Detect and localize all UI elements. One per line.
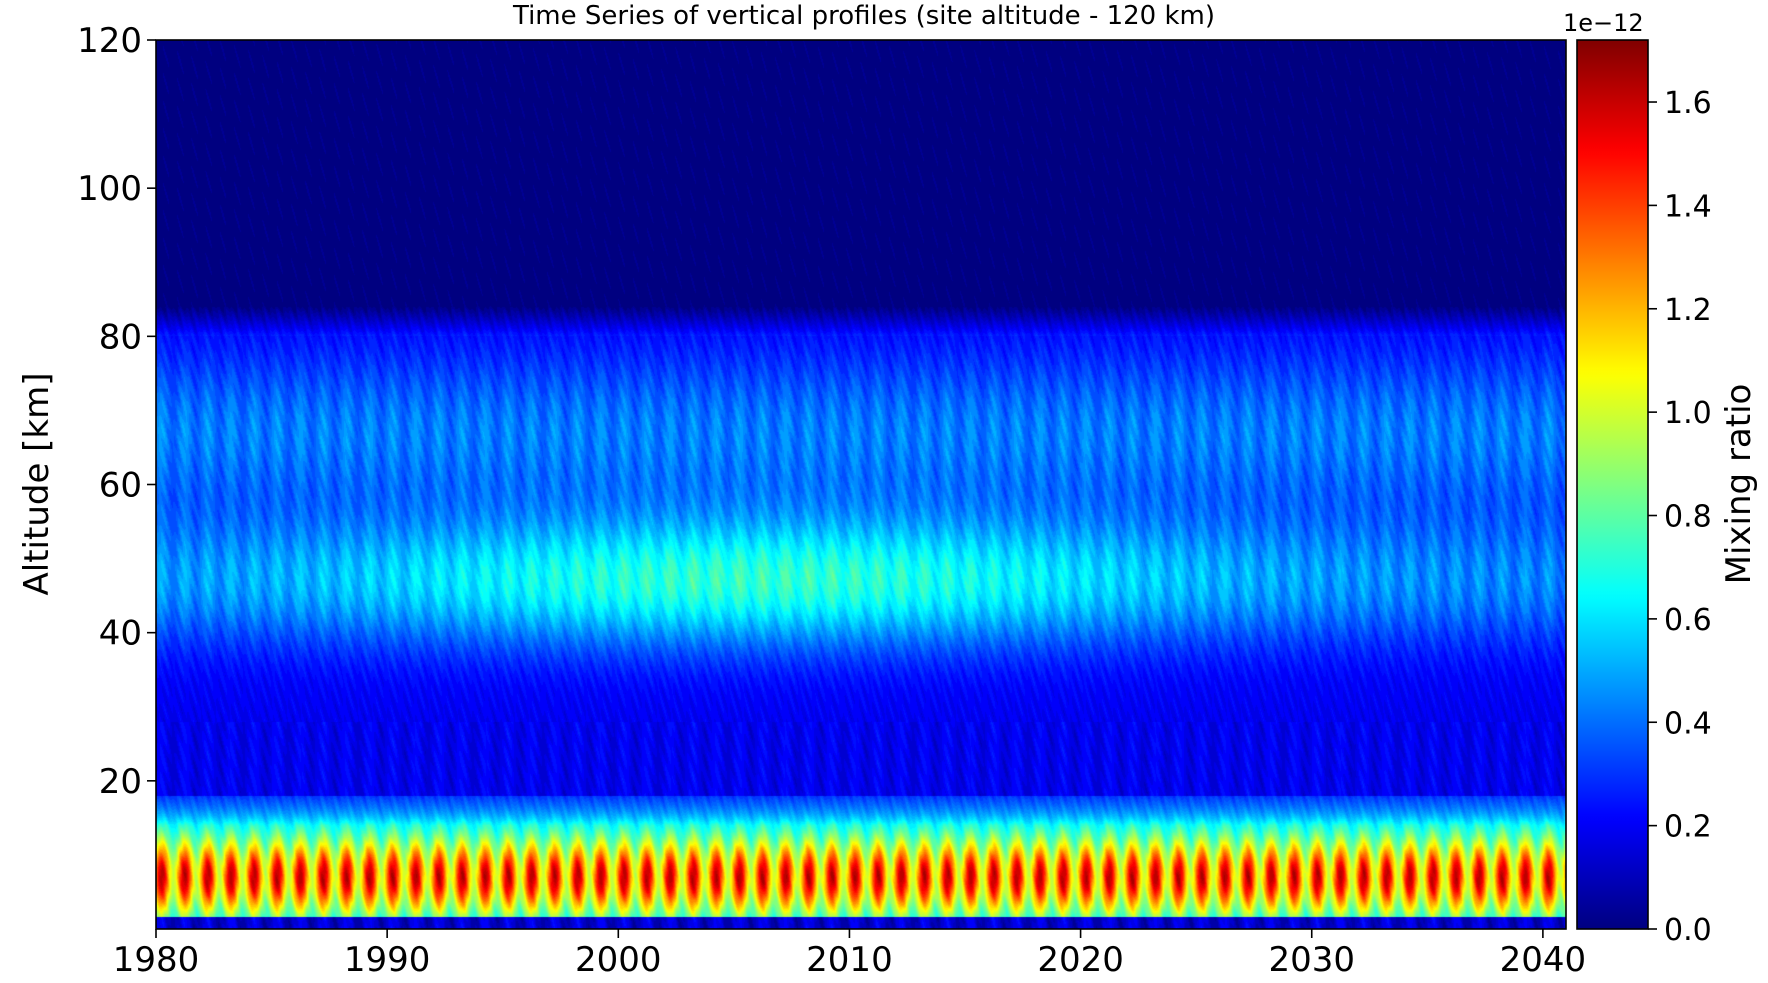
colorbar-tick-label: 1.4 [1664,189,1712,224]
x-axis: 1980 1990 2000 2010 2020 2030 2040 [113,929,1586,980]
plot-area [155,39,1567,930]
colorbar-gradient [1577,40,1648,929]
x-tick-label: 2020 [1037,940,1124,980]
y-axis-label: Altitude [km] [17,372,57,595]
colorbar-frame [1576,39,1649,930]
colorbar-tick-label: 0.8 [1664,500,1712,535]
colorbar-tick-label: 1.0 [1664,396,1712,431]
colorbar-tick-label: 1.6 [1664,86,1712,121]
x-tick-label: 1990 [344,940,431,980]
colorbar-tick-label: 0.6 [1664,603,1712,638]
x-tick-label: 2030 [1268,940,1355,980]
y-tick-label: 20 [99,762,142,802]
colorbar-label: Mixing ratio [1719,384,1759,585]
colorbar-tick-label: 0.0 [1664,913,1712,948]
colorbar-ticks: 0.0 0.2 0.4 0.6 0.8 1.0 1.2 1.4 1.6 [1648,86,1712,948]
colorbar-offset-text: 1e−12 [1563,9,1644,37]
colorbar-tick-label: 1.2 [1664,293,1712,328]
colorbar: 0.0 0.2 0.4 0.6 0.8 1.0 1.2 1.4 1.6 1e−12 Mixing… [1563,9,1759,948]
x-tick-label: 2000 [575,940,662,980]
y-tick-label: 120 [77,21,142,61]
y-tick-label: 40 [99,614,142,654]
heatmap-canvas [156,40,1566,929]
y-axis: 20 40 60 80 100 120 [77,21,156,802]
chart-title: Time Series of vertical profiles (site a… [512,1,1215,31]
x-tick-label: 2010 [806,940,893,980]
x-tick-label: 2040 [1500,940,1587,980]
colorbar-tick-label: 0.2 [1664,810,1712,845]
y-tick-label: 100 [77,169,142,209]
y-tick-label: 60 [99,466,142,506]
x-tick-label: 1980 [113,940,200,980]
colorbar-tick-label: 0.4 [1664,706,1712,741]
y-tick-label: 80 [99,317,142,357]
